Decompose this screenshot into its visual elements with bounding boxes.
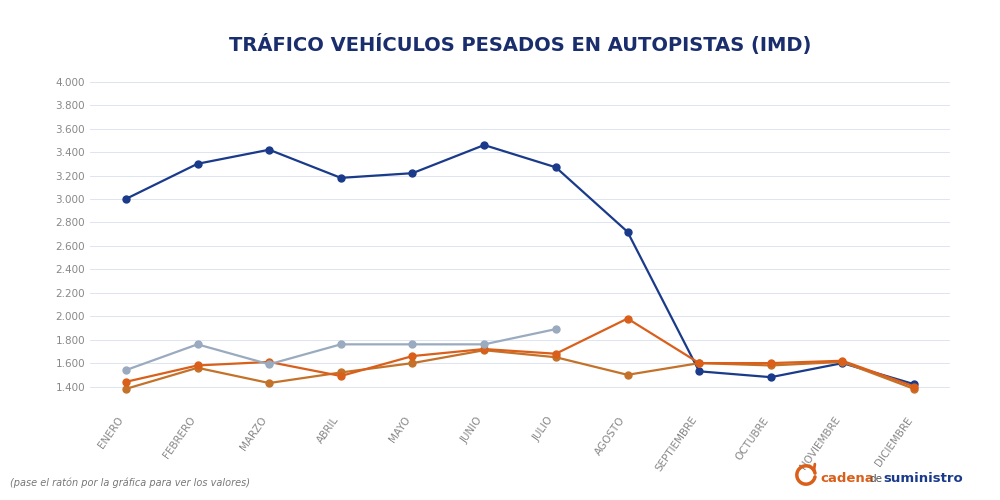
Text: suministro: suministro [883, 472, 963, 486]
Text: (pase el ratón por la gráfica para ver los valores): (pase el ratón por la gráfica para ver l… [10, 477, 250, 488]
Text: de: de [869, 474, 882, 484]
Text: cadena: cadena [820, 472, 874, 486]
Title: TRÁFICO VEHÍCULOS PESADOS EN AUTOPISTAS (IMD): TRÁFICO VEHÍCULOS PESADOS EN AUTOPISTAS … [229, 34, 811, 54]
